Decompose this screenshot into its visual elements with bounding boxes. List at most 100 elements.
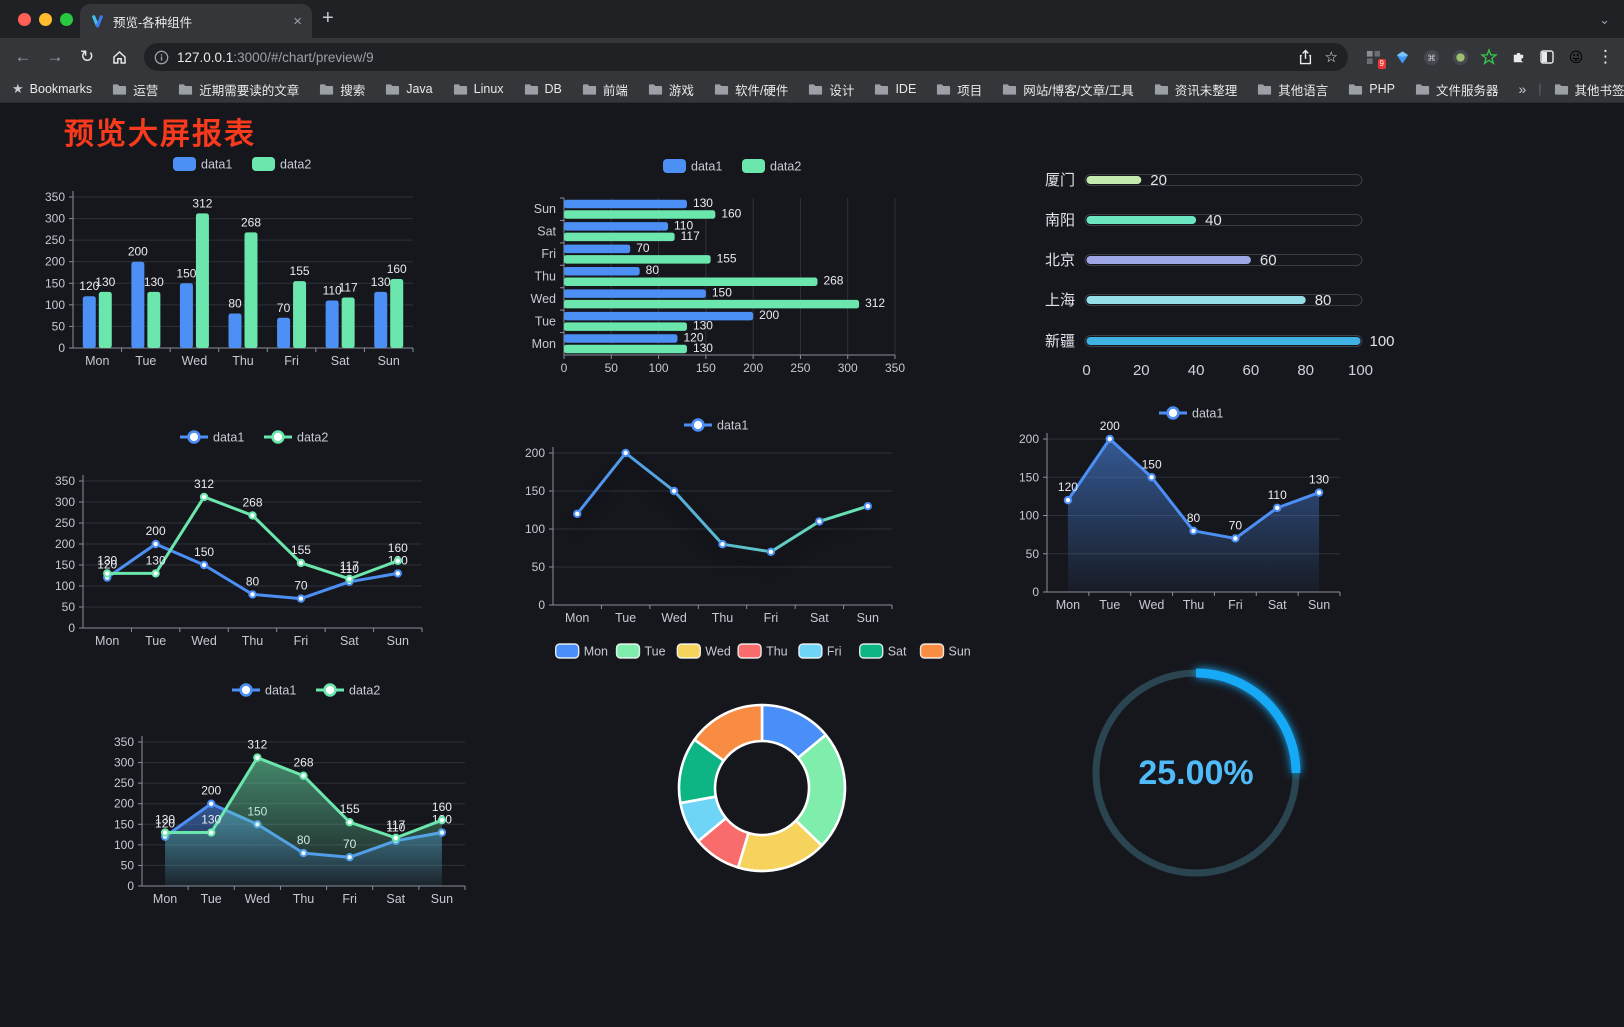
browser-tab[interactable]: 预览-各种组件 × — [80, 4, 312, 38]
svg-text:Sun: Sun — [378, 354, 400, 368]
folder-icon — [179, 83, 193, 95]
bookmark-folder-item[interactable]: 前端 — [582, 80, 628, 99]
bookmark-folder-item[interactable]: DB — [524, 80, 562, 99]
url-host: 127.0.0.1 — [177, 49, 234, 65]
svg-text:117: 117 — [386, 818, 405, 832]
extension-command-icon[interactable]: ⌘ — [1422, 48, 1440, 66]
bookmark-folder-item[interactable]: IDE — [874, 80, 916, 99]
chevron-down-icon[interactable]: ⌄ — [1599, 12, 1610, 27]
bookmarks-bar: ★ Bookmarks 运营 近期需要读的文章 搜索 Java Linux DB 前端 游戏 软… — [0, 76, 1624, 103]
svg-text:120: 120 — [79, 279, 99, 293]
svg-text:150: 150 — [45, 276, 65, 290]
extension-grid-icon[interactable]: 9 — [1364, 48, 1386, 69]
svg-text:data1: data1 — [201, 158, 232, 172]
bookmark-folder-item[interactable]: Java — [385, 80, 433, 99]
svg-text:data1: data1 — [213, 431, 244, 445]
svg-text:155: 155 — [717, 251, 737, 265]
site-info-icon[interactable] — [154, 50, 169, 65]
svg-text:Tue: Tue — [615, 611, 636, 625]
tab-strip: 预览-各种组件 × + ⌄ — [0, 0, 1624, 38]
svg-text:150: 150 — [712, 286, 732, 300]
svg-text:250: 250 — [114, 776, 134, 790]
zoom-window-button[interactable] — [60, 13, 73, 26]
svg-text:Sun: Sun — [949, 645, 971, 659]
url-text[interactable]: 127.0.0.1:3000/#/chart/preview/9 — [177, 50, 1286, 65]
bookmark-folder-item[interactable]: 资讯未整理 — [1154, 80, 1237, 99]
page-title: 预览大屏报表 — [64, 118, 256, 151]
svg-text:Thu: Thu — [293, 892, 315, 906]
svg-text:Fri: Fri — [294, 634, 309, 648]
svg-text:130: 130 — [371, 275, 391, 289]
extension-contrast-icon[interactable] — [1538, 48, 1556, 66]
svg-text:117: 117 — [339, 281, 358, 295]
bookmark-folder-item[interactable]: 搜索 — [319, 80, 365, 99]
svg-text:Sun: Sun — [857, 611, 879, 625]
bookmark-folder-item[interactable]: 网站/博客/文章/工具 — [1002, 80, 1134, 99]
bookmark-folder-label: DB — [544, 82, 562, 96]
bookmark-folder-label: 文件服务器 — [1435, 83, 1499, 98]
extension-emoji-icon[interactable]: 😜 — [1568, 48, 1584, 65]
bookmark-folder-item[interactable]: 游戏 — [648, 80, 694, 99]
svg-text:20: 20 — [1133, 362, 1150, 379]
svg-text:200: 200 — [114, 797, 134, 811]
svg-text:160: 160 — [388, 541, 408, 555]
bookmarks-manager-item[interactable]: ★ Bookmarks — [12, 81, 92, 97]
other-bookmarks-folder[interactable]: 其他书签 — [1554, 80, 1624, 99]
svg-text:350: 350 — [114, 735, 134, 749]
home-button[interactable] — [106, 44, 132, 70]
bookmark-folder-item[interactable]: 设计 — [808, 80, 854, 99]
svg-text:110: 110 — [386, 821, 405, 835]
svg-text:160: 160 — [387, 262, 407, 276]
svg-text:Sat: Sat — [340, 634, 359, 648]
svg-text:Sat: Sat — [331, 354, 350, 368]
folder-icon — [1003, 83, 1017, 95]
extension-gem-icon[interactable] — [1393, 48, 1411, 66]
extension-green-dot-icon[interactable] — [1451, 48, 1469, 66]
bookmark-folder-label: 游戏 — [668, 83, 694, 98]
svg-text:155: 155 — [290, 264, 310, 278]
new-tab-button[interactable]: + — [322, 7, 334, 29]
bookmark-folder-item[interactable]: 近期需要读的文章 — [178, 80, 299, 99]
bookmarks-overflow-button[interactable]: » — [1518, 81, 1527, 97]
bookmark-folder-item[interactable]: 项目 — [936, 80, 982, 99]
grouped-bar-chart: data1 data2 0 50 100 150 200 250 300 350 Mon Tue Wed… — [45, 150, 465, 382]
svg-text:312: 312 — [194, 477, 214, 491]
reload-button[interactable]: ↻ — [79, 47, 95, 66]
svg-text:250: 250 — [790, 361, 810, 375]
svg-text:300: 300 — [45, 212, 65, 226]
bookmark-folder-item[interactable]: 运营 — [112, 80, 158, 99]
svg-text:Thu: Thu — [766, 645, 788, 659]
back-button[interactable]: ← — [14, 47, 32, 66]
svg-text:100: 100 — [649, 361, 669, 375]
svg-text:80: 80 — [228, 296, 242, 310]
bookmark-folder-item[interactable]: PHP — [1348, 80, 1395, 99]
svg-text:110: 110 — [674, 218, 693, 232]
bookmarks-star-icon: ★ — [12, 81, 24, 96]
svg-text:60: 60 — [1243, 362, 1260, 379]
svg-text:160: 160 — [432, 800, 452, 814]
close-window-button[interactable] — [18, 13, 31, 26]
browser-menu-button[interactable]: ⋮ — [1597, 47, 1614, 66]
share-button[interactable] — [1298, 49, 1313, 65]
minimize-window-button[interactable] — [39, 13, 52, 26]
svg-text:Fri: Fri — [284, 354, 299, 368]
bookmark-folder-item[interactable]: 其他语言 — [1257, 80, 1328, 99]
extensions-puzzle-icon[interactable] — [1509, 48, 1527, 66]
svg-text:130: 130 — [144, 275, 164, 289]
bookmark-folder-item[interactable]: Linux — [453, 80, 504, 99]
forward-button[interactable]: → — [46, 47, 64, 66]
svg-text:Sun: Sun — [1308, 598, 1330, 612]
bookmark-folder-label: 前端 — [602, 83, 628, 98]
progress-bar-chart: 厦门 20 南阳 40 北京 60 上海 80 新疆 100 0 20 40 60 80 100 — [985, 158, 1395, 388]
bookmark-star-button[interactable]: ☆ — [1324, 49, 1338, 66]
svg-text:200: 200 — [743, 361, 763, 375]
svg-text:130: 130 — [146, 553, 166, 567]
bookmark-folder-item[interactable]: 文件服务器 — [1415, 80, 1499, 99]
svg-text:Tue: Tue — [645, 645, 666, 659]
tab-close-icon[interactable]: × — [293, 12, 302, 30]
extension-green-star-icon[interactable] — [1480, 48, 1498, 66]
bookmark-folder-label: IDE — [895, 82, 917, 96]
bookmark-folder-item[interactable]: 软件/硬件 — [714, 80, 788, 99]
address-bar[interactable]: 127.0.0.1:3000/#/chart/preview/9 ☆ — [144, 43, 1348, 71]
area-chart-single: data1 0 50 100 150 200 Mon Tue Wed Thu Fri Sat Sun 12… — [985, 388, 1370, 623]
